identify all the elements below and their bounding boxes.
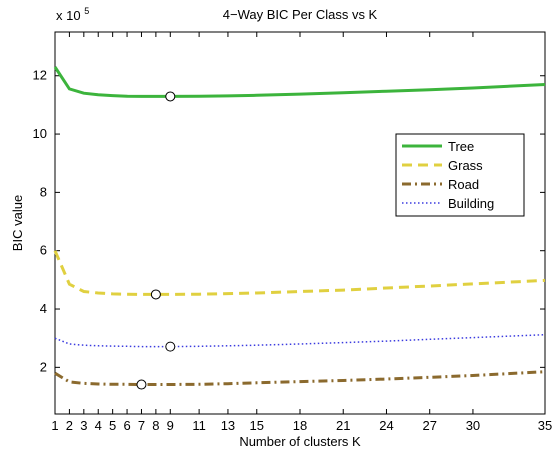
x-tick-label: 21 — [336, 418, 350, 433]
chart-title: 4−Way BIC Per Class vs K — [223, 7, 378, 22]
x-tick-label: 13 — [221, 418, 235, 433]
x-tick-label: 4 — [95, 418, 102, 433]
x-tick-label: 30 — [466, 418, 480, 433]
y-tick-label: 2 — [40, 359, 47, 374]
y-tick-label: 4 — [40, 301, 47, 316]
x-axis-label: Number of clusters K — [239, 434, 361, 449]
legend-label-road: Road — [448, 177, 479, 192]
x-tick-label: 8 — [152, 418, 159, 433]
series-line-tree — [53, 66, 546, 98]
series-line-grass — [53, 250, 546, 296]
legend-label-tree: Tree — [448, 139, 474, 154]
y-multiplier-base: x 10 — [56, 8, 81, 23]
y-axis-multiplier: x 10 5 — [56, 6, 89, 23]
y-tick-label: 10 — [33, 126, 47, 141]
legend-box — [395, 133, 525, 217]
optimum-marker-tree — [165, 91, 176, 102]
x-tick-label: 6 — [123, 418, 130, 433]
x-tick-label: 27 — [422, 418, 436, 433]
x-tick-label: 11 — [192, 418, 206, 433]
x-tick-label: 15 — [250, 418, 264, 433]
y-tick-label: 12 — [33, 68, 47, 83]
y-tick-label: 8 — [40, 184, 47, 199]
x-tick-label: 1 — [51, 418, 58, 433]
x-tick-label: 35 — [538, 418, 552, 433]
legend-label-grass: Grass — [448, 158, 483, 173]
y-axis-label: BIC value — [10, 195, 25, 251]
series-line-road — [54, 370, 546, 386]
x-tick-label: 3 — [80, 418, 87, 433]
optimum-marker-grass — [150, 289, 161, 300]
x-tick-label: 7 — [138, 418, 145, 433]
y-tick-label: 6 — [40, 243, 47, 258]
x-tick-label: 18 — [293, 418, 307, 433]
x-tick-label: 24 — [379, 418, 393, 433]
x-tick-label: 9 — [167, 418, 174, 433]
x-tick-label: 5 — [109, 418, 116, 433]
optimum-marker-building — [165, 341, 176, 352]
y-multiplier-exponent: 5 — [84, 6, 89, 16]
plot-layer: 1 2 3 4 5 6 7 8 9 11 13 15 18 21 24 27 30 3524681012TreeG… — [33, 31, 552, 433]
legend-label-building: Building — [448, 196, 494, 211]
optimum-marker-road — [136, 379, 147, 390]
x-tick-label: 2 — [66, 418, 73, 433]
